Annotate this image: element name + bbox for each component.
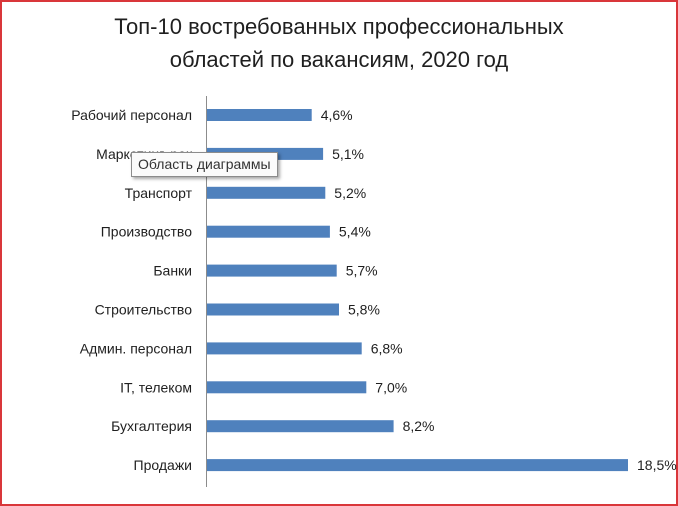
data-label: 18,5% <box>637 457 677 473</box>
category-label: Рабочий персонал <box>71 107 192 123</box>
data-label: 5,4% <box>339 224 371 240</box>
bar[interactable] <box>207 264 337 277</box>
chart-title-line-2: областей по вакансиям, 2020 год <box>169 47 509 72</box>
bar[interactable] <box>207 459 628 472</box>
data-label: 7,0% <box>375 379 407 395</box>
category-label: Банки <box>153 263 192 279</box>
bar[interactable] <box>207 420 394 433</box>
category-label: Продажи <box>134 457 192 473</box>
bar[interactable] <box>207 381 367 394</box>
category-label: IT, телеком <box>120 379 192 395</box>
bar[interactable] <box>207 342 362 355</box>
data-label: 4,6% <box>321 107 353 123</box>
chart-title-line-1: Топ-10 востребованных профессиональных <box>114 14 564 39</box>
data-label: 5,1% <box>332 146 364 162</box>
data-label: 8,2% <box>403 418 435 434</box>
chart-area-tooltip: Область диаграммы <box>131 152 278 177</box>
bar[interactable] <box>207 303 339 316</box>
bar[interactable] <box>207 225 330 238</box>
category-label: Админ. персонал <box>80 340 192 356</box>
category-label: Бухгалтерия <box>111 418 192 434</box>
bar[interactable] <box>207 109 312 121</box>
category-label: Строительство <box>95 302 193 318</box>
category-label: Производство <box>101 224 192 240</box>
data-label: 5,8% <box>348 302 380 318</box>
data-label: 5,7% <box>346 263 378 279</box>
category-label: Транспорт <box>125 185 193 201</box>
data-label: 5,2% <box>334 185 366 201</box>
data-label: 6,8% <box>371 340 403 356</box>
bar[interactable] <box>207 186 326 199</box>
